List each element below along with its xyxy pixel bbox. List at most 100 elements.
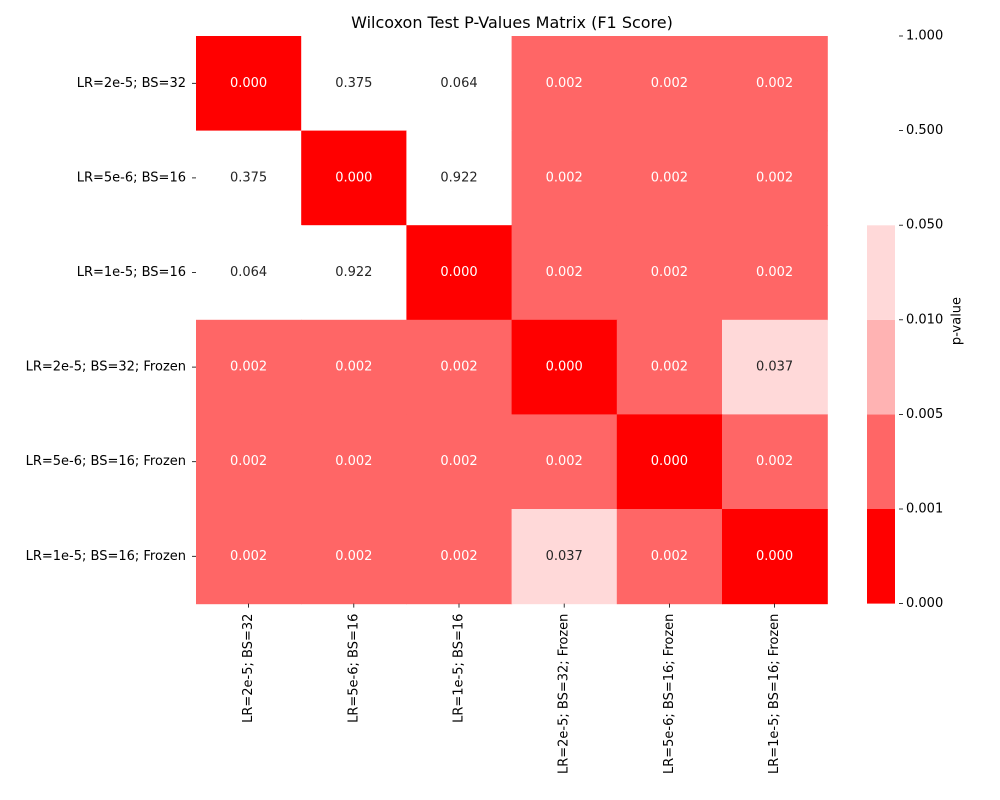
- heatmap-cell: [722, 509, 828, 605]
- colorbar-label: p-value: [950, 297, 965, 345]
- colorbar-tick-label: 0.005: [906, 407, 943, 422]
- heatmap-cell: [406, 130, 513, 226]
- cell-value-label: 0.002: [651, 360, 688, 375]
- heatmap-cell: [722, 130, 828, 226]
- heatmap-cell: [616, 130, 723, 226]
- chart-title: Wilcoxon Test P-Values Matrix (F1 Score): [351, 13, 673, 32]
- cell-value-label: 0.375: [230, 170, 267, 185]
- cell-value-label: 0.000: [546, 360, 583, 375]
- row-label: LR=2e-5; BS=32: [77, 76, 186, 91]
- heatmap-cell: [301, 36, 407, 132]
- row-label: LR=1e-5; BS=16; Frozen: [26, 549, 186, 564]
- heatmap-cell: [511, 414, 618, 510]
- colorbar-band: [867, 509, 895, 604]
- colorbar-band: [867, 36, 895, 226]
- cell-value-label: 0.064: [440, 76, 477, 91]
- colorbar-tick-label: 0.500: [906, 123, 943, 138]
- heatmap-cell: [616, 225, 723, 321]
- cell-value-label: 0.002: [546, 170, 583, 185]
- cell-value-label: 0.002: [756, 170, 793, 185]
- cell-value-label: 0.000: [756, 549, 793, 564]
- cell-value-label: 0.002: [440, 360, 477, 375]
- colorbar: 0.000 0.001 0.005 0.010 0.050 0.500 1.000 p-val…: [867, 29, 965, 611]
- heatmap-cell: [301, 509, 407, 605]
- heatmap-cell: [511, 225, 618, 321]
- colorbar-tick-label: 0.010: [906, 312, 943, 327]
- heatmap-cell: [616, 414, 723, 510]
- cell-value-label: 0.002: [335, 549, 372, 564]
- cell-value-label: 0.922: [440, 170, 477, 185]
- cell-value-label: 0.002: [651, 170, 688, 185]
- cell-value-label: 0.002: [335, 454, 372, 469]
- heatmap-cell: [722, 414, 828, 510]
- heatmap-cell: [511, 509, 618, 605]
- heatmap-cell: [406, 319, 513, 415]
- heatmap-cell: [406, 36, 513, 132]
- colorbar-tick-label: 0.050: [906, 218, 943, 233]
- heatmap-cell: [722, 319, 828, 415]
- cell-value-label: 0.922: [335, 265, 372, 280]
- colorbar-tick-label: 1.000: [906, 29, 943, 44]
- heatmap-cell: [196, 36, 302, 132]
- heatmap-cell: [301, 225, 407, 321]
- cell-value-label: 0.037: [546, 549, 583, 564]
- cell-value-label: 0.002: [651, 76, 688, 91]
- heatmap-cell: [301, 130, 407, 226]
- heatmap-cell: [722, 225, 828, 321]
- cell-value-label: 0.002: [756, 454, 793, 469]
- heatmap-cell: [511, 319, 618, 415]
- colorbar-tick-label: 0.000: [906, 596, 943, 611]
- heatmap-cell: [196, 319, 302, 415]
- row-label: LR=1e-5; BS=16: [77, 265, 186, 280]
- cell-value-label: 0.002: [335, 360, 372, 375]
- heatmap-cell: [616, 36, 723, 132]
- cell-value-label: 0.000: [230, 76, 267, 91]
- cell-value-label: 0.002: [230, 454, 267, 469]
- heatmap-cell: [722, 36, 828, 132]
- heatmap-cell: [406, 509, 513, 605]
- column-label: LR=5e-6; BS=16: [346, 614, 361, 723]
- column-label: LR=1e-5; BS=16; Frozen: [767, 614, 782, 774]
- heatmap-cell: [616, 509, 723, 605]
- column-label: LR=5e-6; BS=16; Frozen: [662, 614, 677, 774]
- colorbar-band: [867, 414, 895, 509]
- cell-value-label: 0.000: [335, 170, 372, 185]
- cell-value-label: 0.002: [440, 454, 477, 469]
- column-label: LR=2e-5; BS=32: [241, 614, 256, 723]
- cell-value-label: 0.064: [230, 265, 267, 280]
- heatmap-cell: [406, 414, 513, 510]
- heatmap-cell: [196, 225, 302, 321]
- cell-value-label: 0.002: [756, 76, 793, 91]
- cell-value-label: 0.002: [651, 549, 688, 564]
- cell-value-label: 0.002: [546, 265, 583, 280]
- row-tick-labels: LR=2e-5; BS=32 LR=5e-6; BS=16 LR=1e-5; BS=…: [26, 76, 196, 564]
- cell-value-label: 0.002: [440, 549, 477, 564]
- heatmap-cell: [196, 130, 302, 226]
- cell-value-label: 0.000: [440, 265, 477, 280]
- colorbar-band: [867, 319, 895, 415]
- column-tick-labels: LR=2e-5; BS=32 LR=5e-6; BS=16 LR=1e-5; BS=…: [241, 603, 782, 774]
- heatmap-cell: [196, 509, 302, 605]
- column-label: LR=2e-5; BS=32; Frozen: [557, 614, 572, 774]
- heatmap-cell: [406, 225, 513, 321]
- heatmap-cell: [616, 319, 723, 415]
- cell-value-label: 0.002: [230, 360, 267, 375]
- cell-value-label: 0.000: [651, 454, 688, 469]
- heatmap-cell: [301, 414, 407, 510]
- cell-value-label: 0.002: [651, 265, 688, 280]
- cell-value-label: 0.002: [546, 76, 583, 91]
- heatmap-cell: [301, 319, 407, 415]
- row-label: LR=5e-6; BS=16: [77, 170, 186, 185]
- colorbar-band: [867, 225, 895, 320]
- cell-value-label: 0.002: [546, 454, 583, 469]
- row-label: LR=5e-6; BS=16; Frozen: [26, 454, 186, 469]
- cell-value-label: 0.002: [756, 265, 793, 280]
- cell-value-label: 0.375: [335, 76, 372, 91]
- cell-value-label: 0.002: [230, 549, 267, 564]
- column-label: LR=1e-5; BS=16: [452, 614, 467, 723]
- row-label: LR=2e-5; BS=32; Frozen: [26, 360, 186, 375]
- colorbar-tick-label: 0.001: [906, 502, 943, 517]
- heatmap-cell: [511, 36, 618, 132]
- heatmap-cell-labels: 0.000 0.375 0.064 0.002 0.002 0.002 0.375 0.000…: [230, 76, 793, 564]
